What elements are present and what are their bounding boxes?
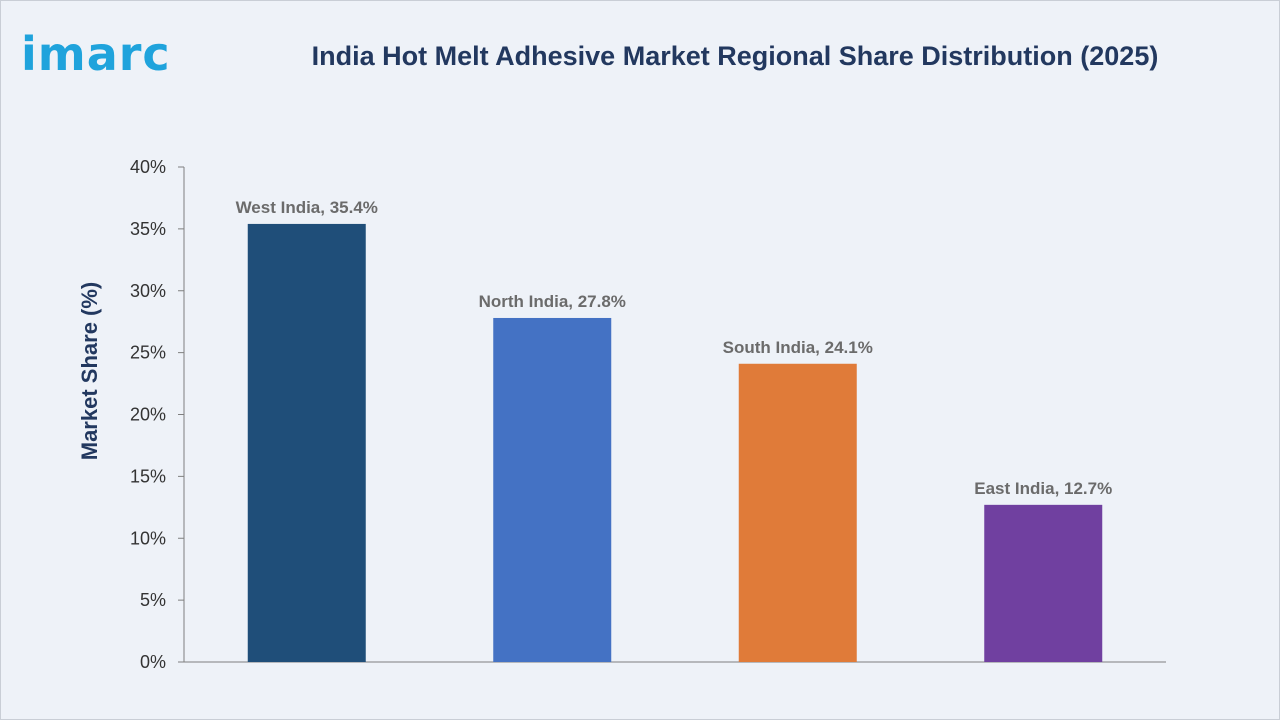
y-tick-label: 30%: [130, 281, 166, 301]
bar-east-india: [984, 504, 1103, 662]
chart-title: India Hot Melt Adhesive Market Regional …: [311, 41, 1159, 71]
y-tick-label: 25%: [130, 343, 166, 363]
bar-north-india: [493, 317, 612, 662]
y-tick-label: 10%: [130, 528, 166, 548]
y-tick-label: 15%: [130, 466, 166, 486]
y-tick-label: 40%: [130, 157, 166, 177]
y-tick-label: 20%: [130, 405, 166, 425]
data-label: West India, 35.4%: [236, 198, 378, 217]
data-label: East India, 12.7%: [974, 479, 1112, 498]
chart-bars: [247, 223, 1103, 663]
y-axis-title: Market Share (%): [77, 282, 102, 461]
y-tick-label: 0%: [140, 652, 166, 672]
y-tick-label: 5%: [140, 590, 166, 610]
bar-west-india: [247, 223, 366, 663]
chart-axes: 0% 5% 10% 15% 20% 25% 30% 35% 40%: [130, 157, 1166, 672]
y-tick-label: 35%: [130, 219, 166, 239]
data-label: South India, 24.1%: [723, 338, 873, 357]
data-label: North India, 27.8%: [479, 292, 626, 311]
imarc-logo: imarc: [21, 27, 171, 81]
chart-data-labels: West India, 35.4% North India, 27.8% South…: [236, 198, 1113, 498]
bar-south-india: [738, 363, 857, 662]
